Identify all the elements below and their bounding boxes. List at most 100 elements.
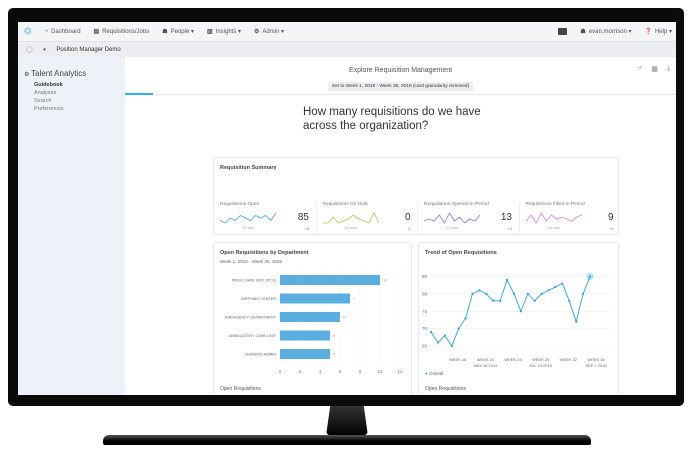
kpi-value: 85 [297, 212, 309, 223]
breadcrumb-bar: ◯ ● Position Manager Demo [18, 42, 676, 57]
kpi-label: Requisitions On Hold [322, 202, 368, 207]
kpi-delta: +5 [608, 226, 614, 231]
x-tick-label: 0 [279, 369, 282, 374]
kpi-value: 13 [500, 212, 512, 223]
x-tick-label: WEEK 28 [532, 357, 550, 362]
card-title: Requisition Summary [220, 165, 277, 171]
sidebar-item-analyses[interactable]: Analyses [34, 90, 57, 96]
kpi-delta: +4 [507, 226, 512, 231]
kpi-tile[interactable]: Requisitions On Hold 24 wks 0 -1 [315, 202, 417, 236]
data-point [450, 344, 453, 348]
data-label: 10 [383, 279, 387, 283]
people-icon: ☗ [162, 29, 168, 35]
data-point [478, 289, 481, 292]
sparkline [424, 212, 480, 224]
kpi-tile[interactable]: Requisitions Filled in Period 24 wks 9 +5 [518, 202, 620, 236]
sparkline [322, 212, 379, 224]
sidebar-title[interactable]: ⚙ Talent Analytics [24, 69, 87, 78]
nav-people[interactable]: ☗ People ▾ [162, 29, 194, 35]
data-label: 5 [333, 353, 335, 357]
footer-label: Open Requisitions [220, 386, 261, 392]
logo-icon[interactable]: ❂ [24, 26, 32, 36]
chat-icon[interactable] [558, 28, 568, 35]
monitor-stand-neck [326, 406, 368, 436]
data-label: 6 [343, 316, 345, 320]
help-icon: ❓ [644, 29, 652, 35]
user-menu[interactable]: ☗ evan.morrison ▾ [580, 29, 632, 35]
category-label: EMERGENCY DEPARTMENT [225, 316, 277, 320]
data-point [471, 292, 474, 295]
top-nav: ❂ ◔ Dashboard ▤ Requisitions/Jobs ☗ People … [18, 22, 676, 42]
kpi-label: Requisitions Open [220, 202, 260, 207]
sparkline [220, 212, 276, 224]
help-circle-icon[interactable]: ● [42, 46, 47, 53]
kpi-caption: 24 wks [344, 225, 357, 230]
kpi-value: 9 [607, 212, 614, 223]
dept-card: Open Requisitions by Department Week 1, … [213, 242, 412, 395]
x-tick-label: 8 [359, 369, 362, 374]
monitor-stand-base [103, 435, 591, 445]
nav-dashboard[interactable]: ◔ Dashboard [44, 28, 81, 35]
requisition-summary-card: Requisition Summary Requisitions Open 24 … [213, 157, 620, 236]
download-icon[interactable]: ⤓ [666, 65, 670, 72]
x-tick-label: 2 [299, 369, 302, 374]
sparkline-path [220, 212, 276, 224]
y-tick-label: 85 [422, 274, 428, 279]
sparkline [525, 212, 582, 224]
data-point [443, 334, 446, 337]
question-heading: How many requisitions do we have across t… [303, 106, 481, 132]
gear-icon: ⚙ [24, 72, 32, 78]
data-point [581, 292, 585, 295]
split-icon[interactable]: ÷ [638, 65, 643, 72]
sidebar-item-preferences[interactable]: Preferences [34, 106, 64, 112]
legend-overall[interactable]: ● Overall [425, 371, 444, 376]
dashboard-icon: ◔ [44, 28, 49, 35]
x-tick-label: 12 [397, 369, 403, 374]
y-tick-label: 70 [422, 326, 428, 331]
y-tick-label: 75 [422, 309, 428, 314]
active-tab-indicator [125, 93, 153, 95]
data-point [575, 320, 578, 323]
x-tick-label: JUL 13 2019 [529, 363, 552, 368]
y-tick-label: 65 [422, 344, 428, 349]
kpi-caption: 24 wks [242, 225, 255, 230]
data-point [533, 299, 536, 302]
dept-bar-chart: 0 2 4 6 8 10 12 PROG CARE UNIT (PCU) 10 BIRTHING … [225, 270, 403, 374]
data-point [547, 289, 550, 292]
gear-icon: ⚙ [254, 29, 260, 35]
x-tick-label: 4 [319, 369, 322, 374]
back-icon[interactable]: ◯ [26, 47, 33, 53]
kpi-delta: -1 [406, 226, 411, 231]
user-icon: ☗ [580, 29, 586, 35]
x-tick-label: 6 [339, 369, 342, 374]
bar [280, 330, 330, 341]
card-title: Trend of Open Requisitions [425, 250, 497, 256]
nav-requisitions[interactable]: ▤ Requisitions/Jobs [93, 28, 150, 36]
x-tick-label: WEEK 16 [449, 357, 467, 362]
x-tick-label: MAY 18 2019 [473, 363, 498, 368]
footer-value: 85 [425, 394, 435, 395]
data-point [505, 278, 509, 282]
category-label: BIRTHING CENTER [241, 297, 276, 301]
x-tick-label: WEEK 24 [504, 357, 522, 362]
trend-card: Trend of Open Requisitions 65 70 75 80 85 WEE… [418, 242, 619, 395]
data-point [492, 299, 495, 302]
comment-icon[interactable]: ▦ [651, 66, 658, 73]
kpi-tile[interactable]: Requisitions Opened in Period 24 wks 13 +4 [417, 202, 518, 236]
sidebar-item-guidebook[interactable]: Guidebook [34, 82, 63, 88]
help-menu[interactable]: ❓ Help ▾ [644, 29, 672, 35]
filter-badge[interactable]: Set to Week 1, 2019 - Week 36, 2019 (car… [327, 82, 474, 91]
data-point [526, 292, 529, 295]
footer-value: ● 85 [220, 394, 235, 395]
chart-icon: ▥ [207, 29, 213, 35]
card-subtitle: Week 1, 2019 - Week 36, 2019 [220, 259, 282, 264]
sparkline-path [322, 212, 379, 224]
nav-admin[interactable]: ⚙ Admin ▾ [254, 29, 285, 35]
data-point [554, 285, 557, 289]
kpi-tile[interactable]: Requisitions Open 24 wks 85 +8 [214, 202, 315, 236]
sidebar-item-search[interactable]: Search [34, 98, 52, 104]
category-label: PROG CARE UNIT (PCU) [232, 279, 277, 283]
breadcrumb[interactable]: Position Manager Demo [56, 46, 121, 53]
data-point [561, 282, 564, 285]
nav-insights[interactable]: ▥ Insights ▾ [207, 29, 242, 35]
